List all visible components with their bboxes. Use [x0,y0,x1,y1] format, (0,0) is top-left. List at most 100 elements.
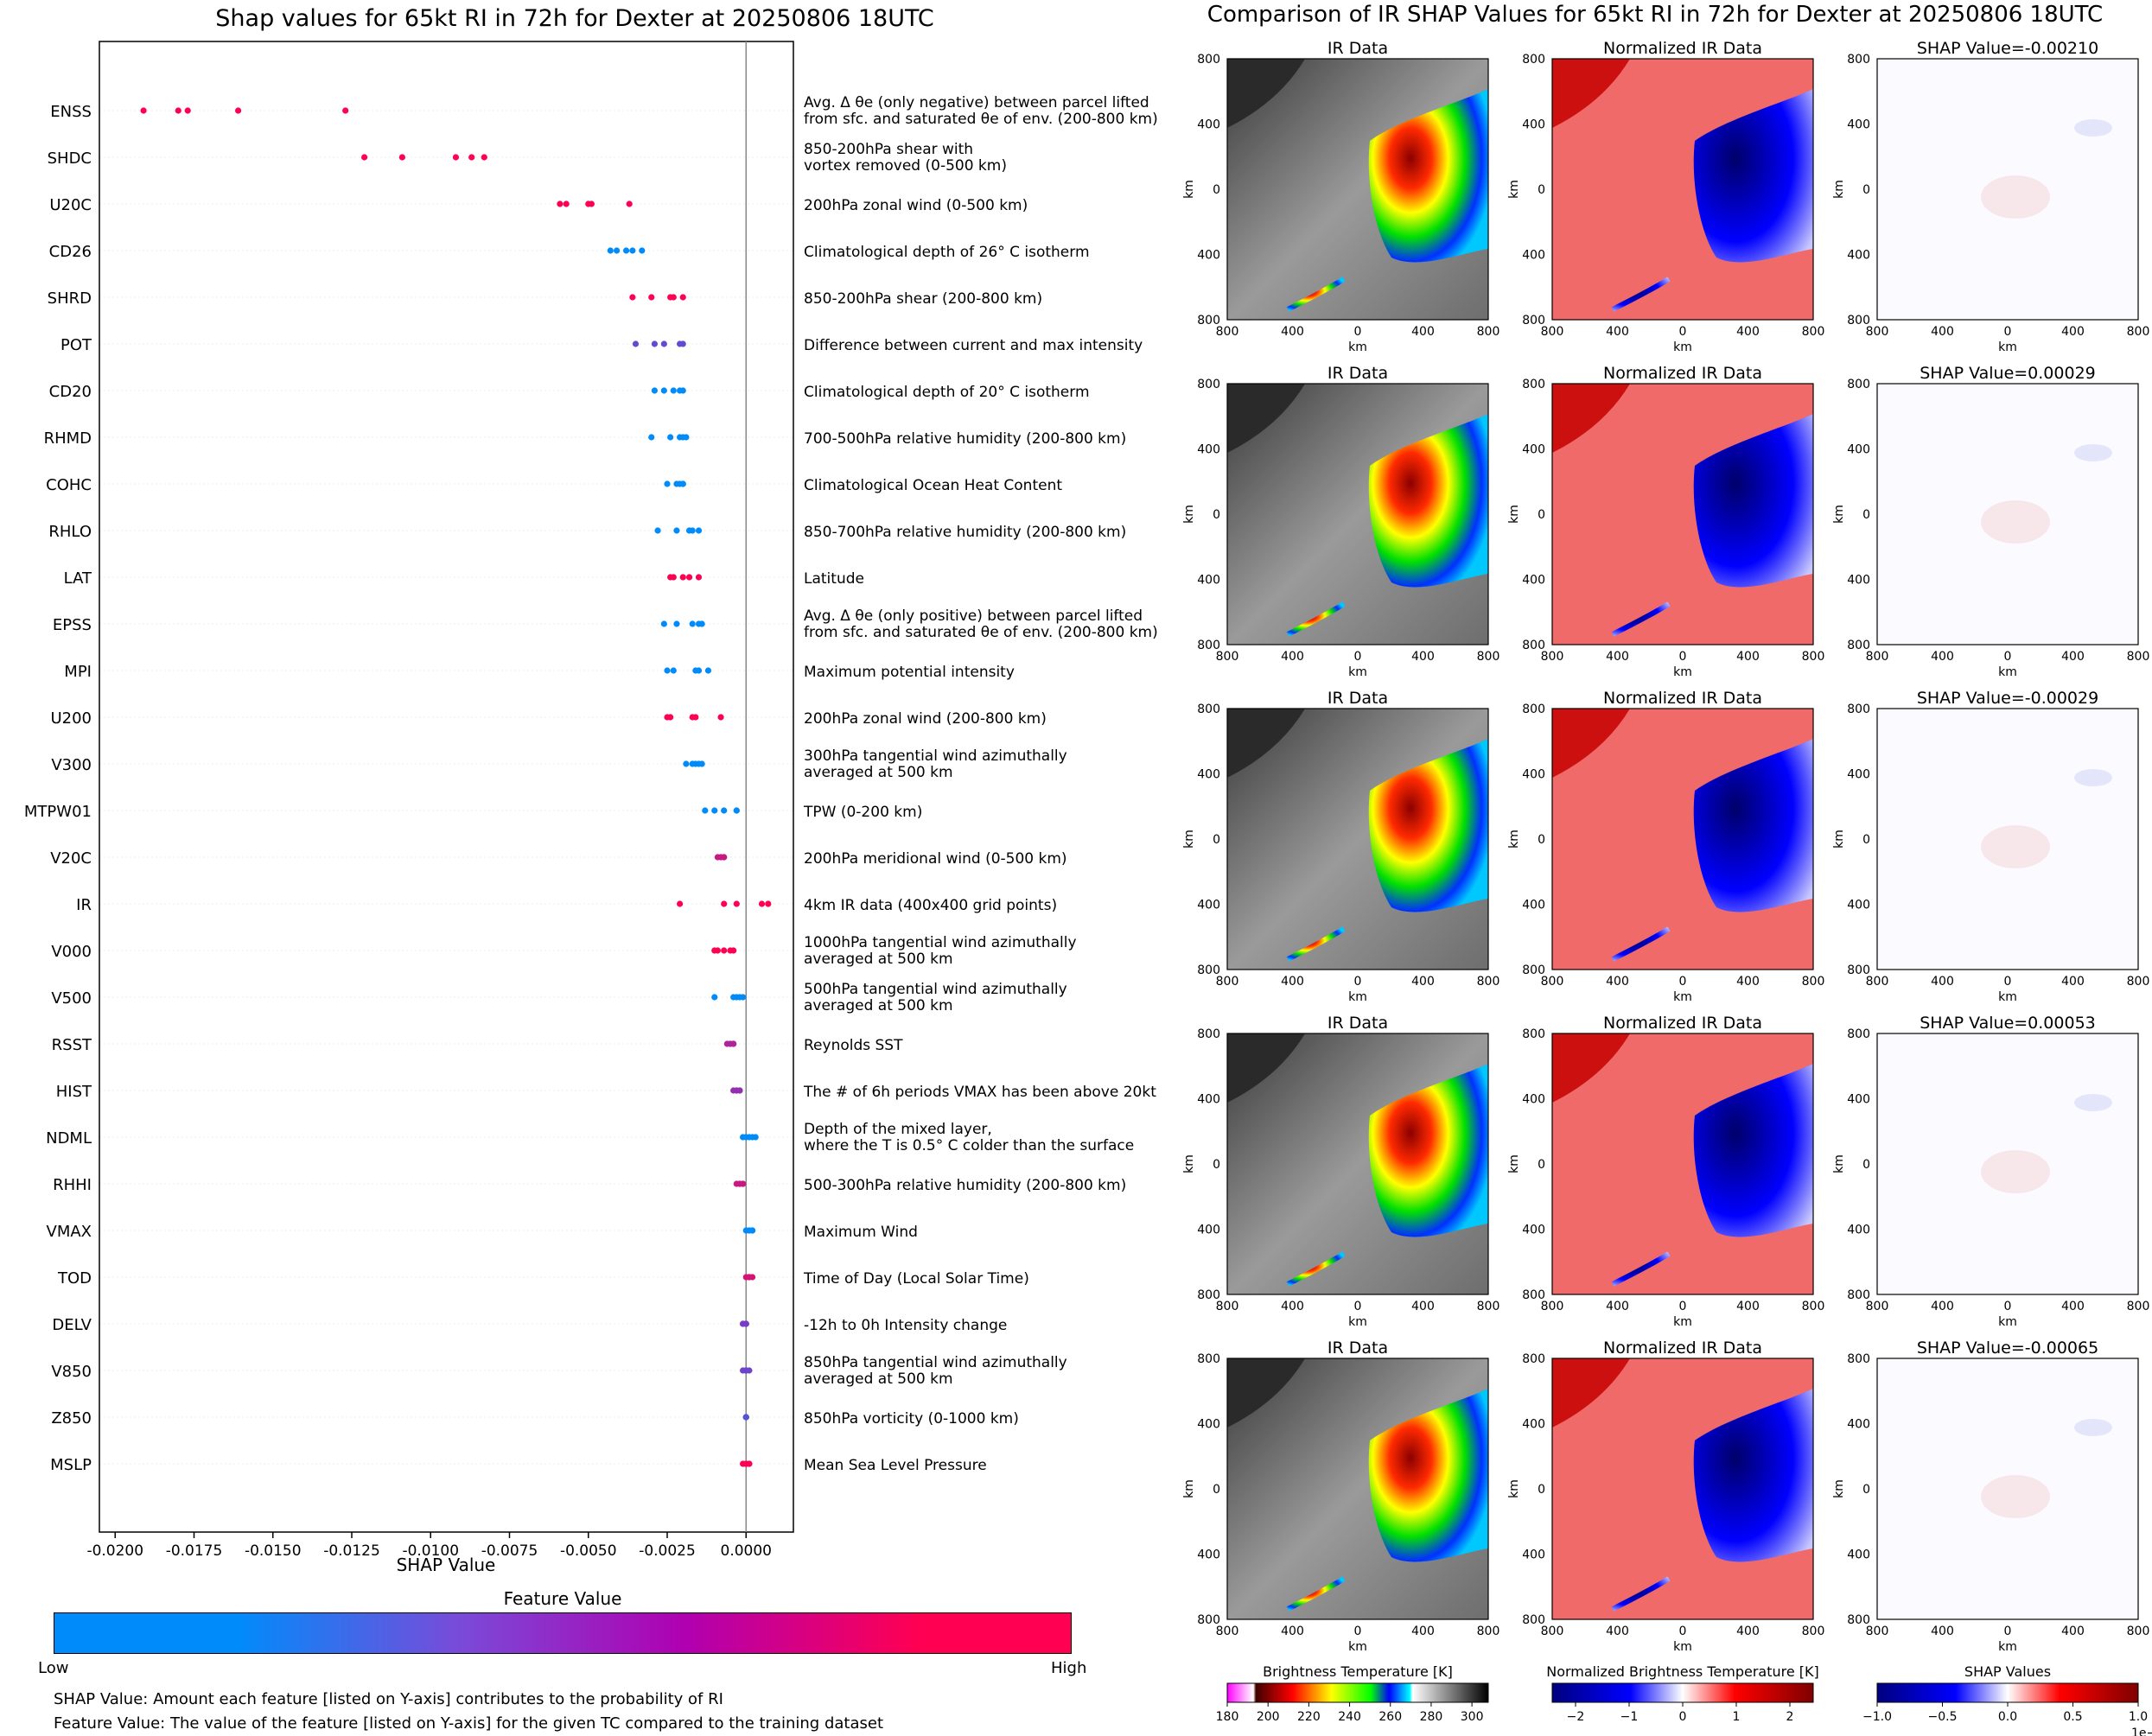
x-tick-label: 400 [1931,650,1954,664]
y-tick-label: 800 [1197,703,1220,716]
shap-point [679,294,686,301]
x-tick-label: 400 [1411,325,1435,339]
shap-point [670,387,677,394]
x-tick-label: 800 [1477,975,1500,989]
shap-point [175,107,181,114]
y-tick-label: 0 [1213,1483,1220,1497]
colorbar-label: SHAP Values [1964,1663,2051,1680]
y-tick-label: 400 [1847,899,1870,913]
shap-blob [1981,825,2050,868]
x-tick-label: 800 [2127,975,2150,989]
y-tick-label: 800 [1522,53,1545,67]
shap-point [740,1180,747,1187]
shap-point [673,527,680,534]
beeswarm-plot: ENSS Avg. Δ θe (only negative) between pa… [24,41,1158,1575]
feature-description: 850-700hPa relative humidity (200-800 km… [804,524,1126,541]
y-axis-label: km [1507,505,1521,524]
x-axis-label: km [1348,340,1367,354]
x-axis-label: km [1998,990,2017,1004]
y-tick-label: 800 [1197,314,1220,327]
x-tick-label: 0 [2004,650,2012,664]
y-tick-label: 0 [1862,183,1870,197]
feature-description: 700-500hPa relative humidity (200-800 km… [804,430,1126,448]
y-tick-label: 800 [1197,639,1220,652]
y-tick-label: 400 [1197,1093,1220,1107]
x-tick-label: 800 [1216,1300,1239,1313]
y-tick-label: 0 [1538,508,1545,522]
y-tick-label: 0 [1538,1158,1545,1172]
land-mass [1552,59,1630,128]
x-tick-label: 800 [1802,1300,1825,1313]
shap-point [685,574,693,581]
x-tick-label: 800 [1216,650,1239,664]
shap-point [689,527,696,534]
shap-point [670,667,677,674]
feature-label: V20C [50,849,92,868]
x-tick-label: 800 [1866,975,1889,989]
shap-point [679,387,686,394]
x-tick-label: 400 [1736,325,1760,339]
feature-description: Reynolds SST [804,1037,903,1054]
x-tick-label: 400 [1281,1625,1304,1638]
shap-point [648,434,655,441]
storm-cloud [1693,414,1813,588]
shap-point [398,154,405,161]
shap-blob [2074,1419,2112,1436]
x-tick-label: 0 [1679,975,1687,989]
panel-frame [1551,708,1814,970]
colorbar-tick-label: −1 [1620,1710,1639,1724]
x-tick-label: 800 [1216,975,1239,989]
rain-band [1286,926,1346,962]
feature-colorbar-title: Feature Value [503,1588,622,1609]
land-mass [1552,1033,1630,1103]
x-tick-label: 400 [1281,325,1304,339]
x-tick-label: 400 [1281,1300,1304,1313]
shap-point [742,1320,749,1327]
feature-description: Maximum Wind [804,1224,918,1241]
x-tick-label: 0 [1354,1625,1362,1638]
feature-label: COHC [46,476,92,494]
y-tick-label: 800 [1522,1613,1545,1627]
x-tick-label: 0 [1679,650,1687,664]
feature-description: averaged at 500 km [804,951,953,968]
feature-label: V850 [51,1363,92,1381]
storm-cloud [1693,89,1813,263]
shap-point [468,154,475,161]
x-tick-label: 400 [1606,1625,1629,1638]
feature-description: 850-200hPa shear with [804,141,973,158]
colorbar [1551,1682,1814,1703]
x-tick-label: -0.0050 [560,1542,617,1560]
x-tick-label: 0 [1354,975,1362,989]
feature-description: where the T is 0.5° C colder than the su… [804,1137,1134,1154]
rain-band [1611,1251,1671,1287]
feature-description: Mean Sea Level Pressure [804,1457,987,1474]
land-mass [1552,709,1630,778]
shap-point [660,620,667,627]
y-axis-label: km [1182,1479,1196,1498]
feature-description: TPW (0-200 km) [803,804,922,821]
y-tick-label: 400 [1522,249,1545,263]
y-tick-label: 400 [1197,1224,1220,1237]
feature-label: MTPW01 [24,803,92,821]
land-mass [1227,384,1305,453]
shap-blob [1981,1150,2050,1193]
y-axis-label: km [1182,1154,1196,1173]
left-title: Shap values for 65kt RI in 72h for Dexte… [215,5,934,32]
shap-point [748,1227,756,1234]
y-tick-label: 400 [1847,249,1870,263]
panel-frame [1876,1033,2139,1295]
shap-point [730,947,737,954]
y-tick-label: 400 [1847,443,1870,457]
x-tick-label: 0.0000 [721,1542,772,1560]
shap-point [664,667,671,674]
panel-row: IR Data80080040040000400400800800kmkmNor… [1182,1014,2149,1329]
x-axis-label: km [1348,1640,1367,1654]
y-axis-label: km [1832,505,1846,524]
shap-point [765,900,772,907]
shap-point [698,620,705,627]
x-axis-label: km [1998,340,2017,354]
y-axis-label: km [1507,180,1521,199]
y-tick-label: 800 [1847,963,1870,977]
x-axis-label: km [1348,1315,1367,1329]
